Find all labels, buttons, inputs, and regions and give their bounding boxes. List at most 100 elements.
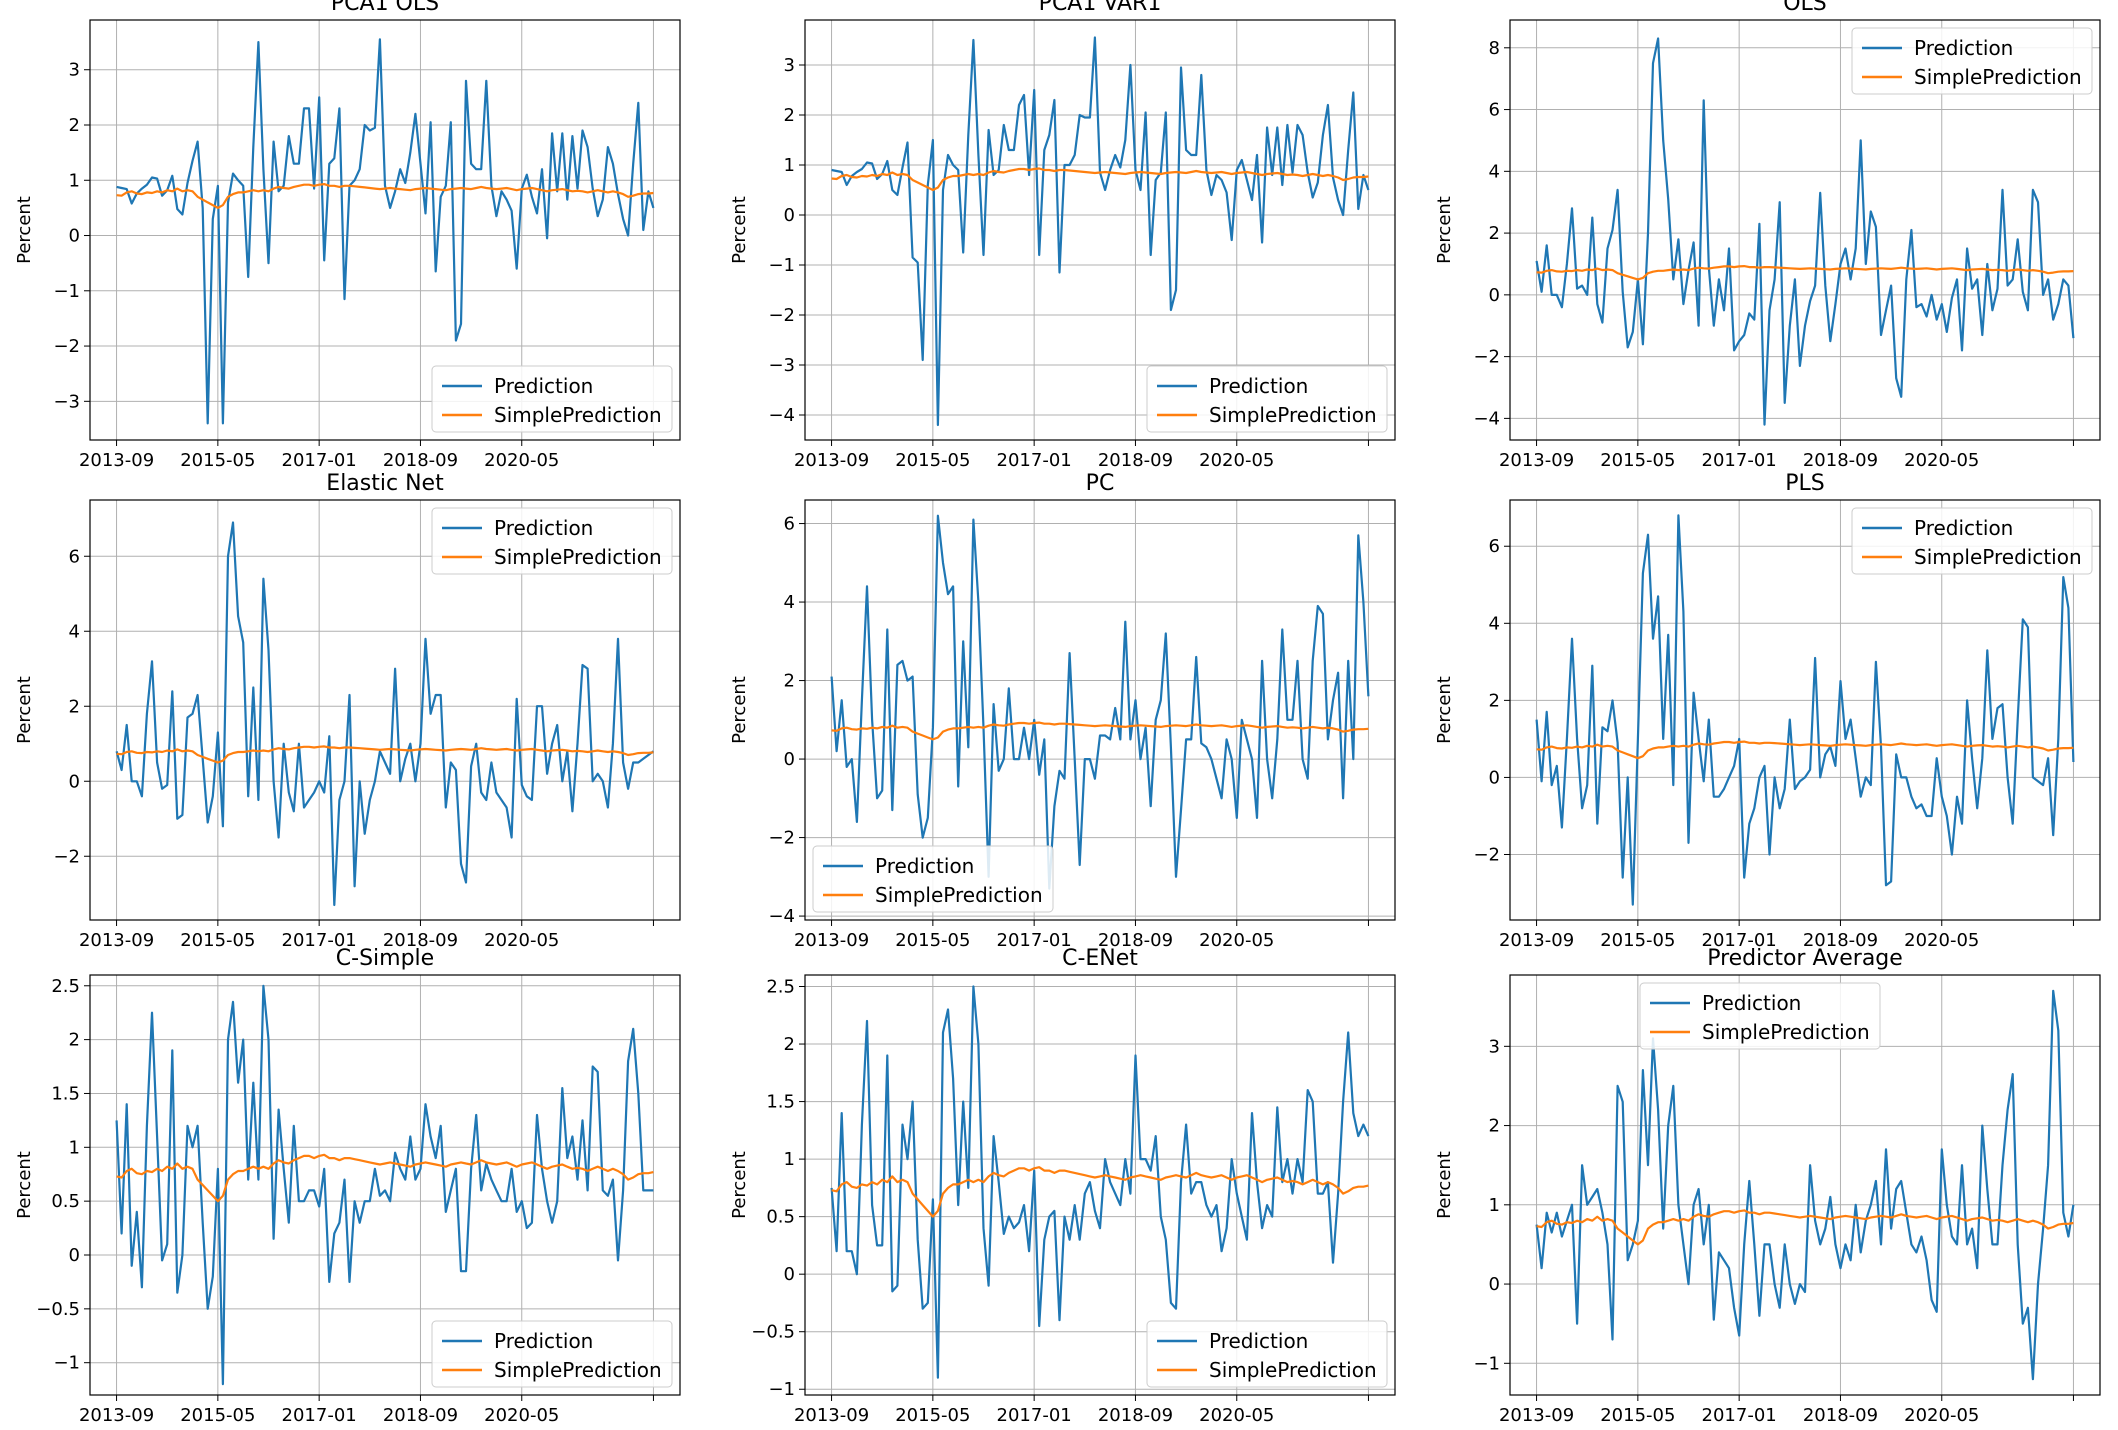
x-tick-label: 2018-09 [1803,450,1878,471]
x-tick-label: 2017-01 [282,930,357,951]
y-axis-label: Percent [729,676,750,744]
y-tick-label: 1.5 [51,1083,80,1104]
x-tick-label: 2020-05 [1199,1405,1274,1426]
legend-box [812,845,1054,913]
plot-frame [1509,499,2101,921]
y-axis-label: Percent [729,196,750,264]
plot-frame [804,974,1396,1396]
y-axis-label: Percent [1434,196,1455,264]
y-tick-label: 6 [784,514,795,535]
y-tick-label: −2 [53,336,80,357]
y-tick-label: 8 [1489,38,1500,59]
series-line-simpleprediction [1536,740,2074,760]
y-tick-label: −3 [53,391,80,412]
legend-label: SimplePrediction [494,403,662,427]
x-tick-label: 2015-05 [180,1405,255,1426]
x-tick-label: 2015-05 [180,930,255,951]
series-line-simpleprediction [831,1166,1369,1218]
y-axis-label: Percent [14,1151,35,1219]
legend: Prediction SimplePrediction [1851,27,2093,95]
chart-title: Predictor Average [1707,946,1903,971]
legend: Prediction SimplePrediction [1851,507,2093,575]
x-tick-label: 2013-09 [1499,930,1574,951]
x-tick-label: 2020-05 [1904,1405,1979,1426]
y-tick-label: 2 [784,671,795,692]
y-tick-label: 2 [784,105,795,126]
x-tick-label: 2018-09 [1098,450,1173,471]
y-tick-label: 2 [1489,1116,1500,1137]
y-tick-label: −4 [1473,408,1500,429]
legend-box [431,1320,673,1388]
x-tick-label: 2015-05 [895,930,970,951]
x-tick-label: 2020-05 [1904,450,1979,471]
x-tick-label: 2013-09 [1499,1405,1574,1426]
legend-label: Prediction [875,854,974,878]
chart-title: PCA1 VAR1 [1039,0,1162,16]
y-tick-label: 1 [784,155,795,176]
y-tick-label: 0 [69,771,80,792]
x-tick-label: 2013-09 [79,1405,154,1426]
y-tick-label: 2 [1489,690,1500,711]
y-tick-label: −2 [53,846,80,867]
x-tick-label: 2018-09 [1098,1405,1173,1426]
legend-label: Prediction [1914,516,2013,540]
y-tick-label: 0 [784,205,795,226]
legend-box [431,365,673,433]
y-tick-label: −1 [53,281,80,302]
y-tick-label: 1 [69,170,80,191]
series-line-simpleprediction [116,1153,654,1203]
legend-label: SimplePrediction [875,883,1043,907]
chart-title: PCA1 OLS [331,0,439,16]
x-tick-label: 2013-09 [79,930,154,951]
y-tick-label: 1 [1489,1195,1500,1216]
y-axis-label: Percent [14,676,35,744]
plot-frame [1509,19,2101,441]
x-tick-label: 2020-05 [1199,930,1274,951]
y-tick-label: 0 [784,1264,795,1285]
y-tick-label: 1 [784,1149,795,1170]
legend-box [1851,507,2093,575]
chart-title: C-Simple [336,946,434,971]
y-tick-label: −0.5 [36,1299,80,1320]
series-line-simpleprediction [1536,265,2074,281]
legend-label: Prediction [494,516,593,540]
y-tick-label: 0.5 [51,1191,80,1212]
x-tick-label: 2017-01 [282,1405,357,1426]
y-tick-label: 2 [69,696,80,717]
y-tick-label: 6 [1489,536,1500,557]
plot-frame [89,974,681,1396]
x-tick-label: 2015-05 [180,450,255,471]
chart-title: PC [1086,471,1115,496]
plot-frame [1509,974,2101,1396]
x-tick-label: 2018-09 [1803,1405,1878,1426]
y-tick-label: 6 [69,546,80,567]
series-line-prediction [115,984,654,1386]
legend-label: SimplePrediction [1914,545,2082,569]
y-tick-label: 0 [69,1245,80,1266]
legend-label: Prediction [1702,991,1801,1015]
y-tick-label: 2 [69,115,80,136]
legend-label: Prediction [1209,1329,1308,1353]
legend: Prediction SimplePrediction [431,507,673,575]
x-tick-label: 2020-05 [1904,930,1979,951]
series-line-prediction [830,514,1370,890]
x-tick-label: 2013-09 [79,450,154,471]
series-line-simpleprediction [1536,1209,2074,1246]
y-tick-label: 1 [69,1137,80,1158]
x-tick-label: 2015-05 [895,450,970,471]
y-axis-label: Percent [729,1151,750,1219]
y-axis-label: Percent [1434,1151,1455,1219]
y-tick-label: −0.5 [751,1322,795,1343]
y-axis-label: Percent [14,196,35,264]
series-line-prediction [1535,514,2075,906]
x-tick-label: 2017-01 [282,450,357,471]
y-tick-label: −4 [768,405,795,426]
x-tick-label: 2017-01 [997,450,1072,471]
y-tick-label: 4 [1489,161,1500,182]
x-tick-label: 2020-05 [484,1405,559,1426]
y-tick-label: 0.5 [766,1207,795,1228]
legend: Prediction SimplePrediction [1146,365,1388,433]
